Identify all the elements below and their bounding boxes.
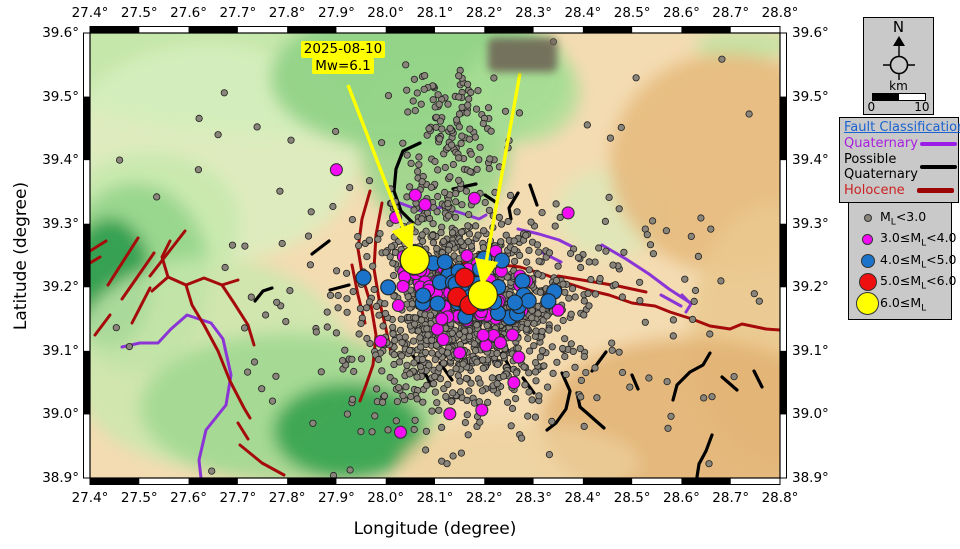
annotation-date: 2025-08-10 <box>300 41 386 58</box>
fault-legend-label: Possible Quaternary <box>844 151 918 183</box>
magnitude-legend-rows: ML<3.0 3.0≤ML<4.0 4.0≤ML<5.0 5.0≤ML<6.0 6.0≤… <box>855 207 957 316</box>
magnitude-legend-label: 3.0≤ML<4.0 <box>880 230 957 249</box>
magnitude-legend: ML<3.0 3.0≤ML<4.0 4.0≤ML<5.0 5.0≤ML<6.0 6.0≤… <box>848 200 957 320</box>
lon-tick-label: 27.7° <box>219 5 257 21</box>
magnitude-legend-item: ML<3.0 <box>855 207 949 229</box>
lon-tick-label: 27.6° <box>170 490 207 506</box>
lon-tick-label: 28.7° <box>712 490 750 506</box>
scale-bar <box>871 93 926 101</box>
fault-legend-item: Holocene <box>844 183 954 199</box>
lon-tick-label: 27.9° <box>318 5 355 21</box>
lat-tick-label: 38.9° <box>792 470 829 486</box>
lon-tick-label: 28.7° <box>712 5 750 21</box>
lon-tick-label: 28.6° <box>663 5 700 21</box>
magnitude-legend-label: 4.0≤ML<5.0 <box>880 251 957 271</box>
lon-tick-label: 28.8° <box>761 490 799 506</box>
fault-legend-title: Fault Classification <box>844 120 960 135</box>
lon-tick-label: 27.5° <box>120 5 158 21</box>
scale-unit-label: km <box>889 79 908 94</box>
map-content <box>90 33 780 478</box>
scale-end: 10 <box>914 100 930 114</box>
magnitude-legend-item: 3.0≤ML<4.0 <box>855 229 957 251</box>
lon-tick-label: 27.9° <box>318 490 355 506</box>
lon-tick-label: 27.5° <box>120 490 158 506</box>
x-axis-title: Longitude (degree) <box>353 519 517 539</box>
lon-tick-label: 27.8° <box>268 5 306 21</box>
fault-line-swatch <box>919 164 957 170</box>
scale-start: 0 <box>867 100 876 114</box>
magnitude-dot-icon <box>856 292 879 316</box>
map-frame <box>83 26 787 485</box>
lon-tick-label: 28.3° <box>515 5 552 21</box>
map-svg <box>83 26 787 485</box>
lon-tick-label: 28.5° <box>613 490 651 506</box>
magnitude-dot-icon <box>860 253 875 268</box>
lat-tick-label: 39.4° <box>792 152 829 169</box>
redacted-label <box>488 38 557 72</box>
fault-legend-rows: Quaternary Possible Quaternary Holocene <box>844 136 957 199</box>
magnitude-legend-item: 6.0≤ML <box>855 292 949 316</box>
lon-tick-label: 28.0° <box>367 490 405 506</box>
lon-tick-label: 28.5° <box>613 5 651 21</box>
fault-classification-legend: Fault Classification Quaternary Possible … <box>839 117 960 203</box>
seismicity-layer-ml_6plus <box>399 244 498 310</box>
terrain-layer <box>90 33 780 478</box>
lon-tick-label: 28.1° <box>416 5 454 21</box>
lon-tick-label: 28.1° <box>416 490 454 506</box>
lon-tick-label: 27.4° <box>71 5 109 21</box>
lat-tick-label: 39.1° <box>792 342 829 359</box>
lat-tick-label: 39.3° <box>42 215 79 232</box>
lat-tick-label: 39.6° <box>792 25 829 41</box>
lon-tick-label: 28.4° <box>564 490 602 506</box>
map-canvas <box>83 26 787 485</box>
lat-tick-label: 39.0° <box>792 406 829 423</box>
fault-legend-label: Holocene <box>844 182 905 198</box>
magnitude-legend-item: 5.0≤ML<6.0 <box>855 272 957 294</box>
lat-tick-label: 39.2° <box>42 279 79 296</box>
lon-tick-label: 28.4° <box>564 5 602 21</box>
lat-tick-label: 39.1° <box>42 342 79 359</box>
fault-legend-item: Quaternary <box>844 136 957 152</box>
compass-icon <box>882 46 915 81</box>
magnitude-dot-icon <box>858 273 877 292</box>
north-label: N <box>892 18 905 36</box>
lat-tick-label: 39.0° <box>42 406 79 423</box>
lon-tick-label: 28.3° <box>515 490 552 506</box>
lon-tick-label: 28.0° <box>367 5 405 21</box>
lat-tick-label: 39.5° <box>792 88 829 105</box>
fault-line-swatch <box>917 188 954 193</box>
lon-tick-label: 27.7° <box>219 490 257 506</box>
lat-tick-label: 39.2° <box>792 279 829 296</box>
annotation-magnitude: Mw=6.1 <box>312 57 374 74</box>
magnitude-legend-label: ML<3.0 <box>880 208 927 228</box>
lon-tick-label: 28.2° <box>465 490 503 506</box>
magnitude-legend-label: 6.0≤ML <box>880 294 927 314</box>
y-axis-title: Latitude (degree) <box>11 181 31 331</box>
fault-line-swatch <box>919 141 957 146</box>
scale-bar-labels: 0 10 <box>868 101 930 114</box>
lat-tick-label: 39.5° <box>42 88 79 105</box>
annotation-arrows <box>346 72 522 287</box>
lon-tick-label: 27.6° <box>170 5 207 21</box>
lat-tick-label: 39.4° <box>42 152 79 169</box>
lon-tick-label: 28.6° <box>663 490 700 506</box>
fault-legend-label: Quaternary <box>844 136 918 151</box>
earthquake-annotation: 2025-08-10 Mw=6.1 <box>297 41 389 74</box>
magnitude-legend-label: 5.0≤ML<6.0 <box>880 273 957 292</box>
north-arrow-icon <box>892 36 905 46</box>
lon-tick-label: 27.8° <box>268 490 306 506</box>
lon-tick-label: 28.2° <box>465 5 503 21</box>
lon-tick-label: 27.4° <box>71 490 109 506</box>
lat-tick-label: 39.3° <box>792 215 829 232</box>
magnitude-dot-icon <box>862 233 873 245</box>
lat-tick-label: 38.9° <box>42 470 79 486</box>
magnitude-dot-icon <box>863 213 872 222</box>
lon-tick-label: 28.8° <box>761 5 799 21</box>
lat-tick-label: 39.6° <box>42 25 79 41</box>
north-arrow-box: N km 0 10 <box>863 17 934 115</box>
magnitude-legend-item: 4.0≤ML<5.0 <box>855 250 957 272</box>
fault-legend-item: Possible Quaternary <box>844 151 957 183</box>
